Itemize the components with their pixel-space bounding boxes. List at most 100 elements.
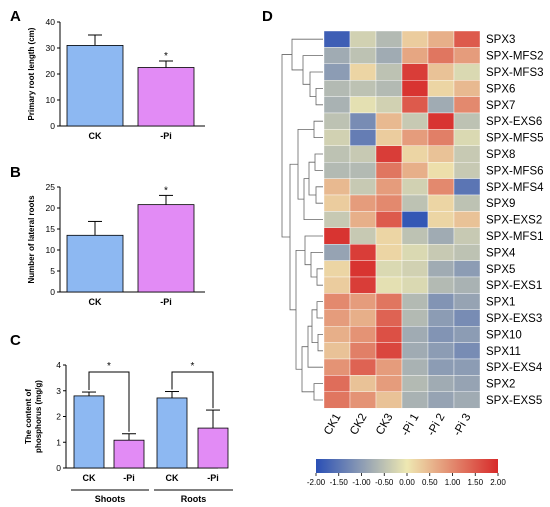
colorbar-tick-label: -1.00 [352, 478, 371, 487]
dendrogram-branch [302, 55, 323, 85]
heatmap-cell [453, 112, 481, 130]
colorbar-tick-label: -2.00 [307, 478, 326, 487]
group-label: Roots [181, 494, 207, 504]
y-tick-label: 20 [46, 203, 56, 213]
heatmap-cell [401, 309, 429, 327]
heatmap-cell [375, 342, 403, 360]
y-tick-label: 3 [56, 386, 61, 396]
heatmap-cell [349, 243, 377, 261]
heatmap-cell [349, 63, 377, 81]
y-tick-label: 40 [46, 17, 56, 27]
heatmap-cell [453, 145, 481, 163]
row-label: SPX-MFS2 [486, 51, 544, 63]
row-label: SPX-EXS2 [486, 215, 542, 227]
heatmap-cell [453, 129, 481, 146]
heatmap-cell [375, 145, 403, 163]
heatmap-cell [323, 161, 351, 179]
colorbar-tick-label: 0.00 [399, 478, 415, 487]
y-axis-title: Primary root length (cm) [27, 27, 36, 120]
heatmap-cell [453, 342, 481, 360]
y-tick-label: 0 [50, 121, 55, 131]
heatmap-cell [453, 194, 481, 212]
y-tick-label: 15 [46, 224, 56, 234]
heatmap-cell [323, 260, 351, 278]
significance-marker: * [107, 361, 111, 372]
heatmap-cell [401, 30, 429, 48]
heatmap-cell [323, 47, 351, 65]
heatmap-cell [427, 161, 455, 179]
column-label: -Pi 2 [425, 412, 447, 438]
heatmap-cell [375, 79, 403, 97]
panel-letter-c: C [10, 332, 21, 349]
heatmap-cell [349, 227, 377, 245]
y-tick-label: 0 [50, 287, 55, 297]
heatmap-cell [427, 243, 455, 261]
heatmap-cell [453, 358, 481, 376]
heatmap-cell [349, 358, 377, 376]
heatmap-cell [427, 375, 455, 392]
heatmap-cell [323, 145, 351, 163]
heatmap-cell [375, 47, 403, 65]
heatmap-cell [401, 260, 429, 278]
heatmap-cell [375, 309, 403, 327]
heatmap-cell [401, 211, 429, 228]
heatmap-cell [453, 260, 481, 278]
dendrogram-branch [313, 120, 323, 139]
heatmap-cell [375, 358, 403, 376]
colorbar-tick-label: -0.50 [375, 478, 394, 487]
row-label: SPX-EXS1 [486, 280, 542, 292]
heatmap-cell [375, 211, 403, 228]
row-label: SPX-EXS5 [486, 395, 542, 407]
heatmap-cell [349, 161, 377, 179]
heatmap-cell [453, 243, 481, 261]
y-tick-label: 30 [46, 43, 56, 53]
heatmap-cell [401, 129, 429, 146]
heatmap-cell [349, 112, 377, 130]
y-axis-title: phosphorus (mg/g) [34, 380, 43, 453]
heatmap-cell [375, 260, 403, 278]
heatmap-cell [323, 375, 351, 392]
heatmap-cell [375, 112, 403, 130]
heatmap-cell [453, 47, 481, 65]
y-tick-label: 2 [56, 412, 61, 422]
x-category-label: CK [89, 297, 102, 307]
heatmap-cell [427, 211, 455, 228]
heatmap-cell [349, 145, 377, 163]
dendrogram-branch [291, 38, 323, 71]
heatmap-cell [453, 96, 481, 114]
colorbar-tick-label: -1.50 [330, 478, 349, 487]
dendrogram-branch [309, 71, 323, 97]
panel-letter-d: D [262, 8, 273, 25]
x-category-label: -Pi [160, 131, 172, 141]
chart-a-primary-root-length: 0 10 20 30 40 Primary root length (cm) CK -Pi * [27, 17, 205, 141]
row-label: SPX9 [486, 198, 515, 210]
heatmap-cell [401, 326, 429, 343]
heatmap-cell [427, 227, 455, 245]
heatmap-cell [427, 309, 455, 327]
heatmap-cell [375, 63, 403, 81]
bar-pi [113, 439, 145, 469]
heatmap-cell [323, 342, 351, 360]
heatmap-cell [427, 178, 455, 196]
heatmap-cell [323, 211, 351, 228]
heatmap-cell [375, 178, 403, 196]
dendrogram-branch [295, 249, 305, 370]
row-label: SPX-MFS1 [486, 231, 544, 243]
heatmap-cell [323, 112, 351, 130]
dendrogram-branch [315, 186, 323, 204]
dendrogram-branch [281, 54, 292, 238]
colorbar-tick-label: 0.50 [422, 478, 438, 487]
column-label: -Pi 1 [399, 412, 421, 438]
dendrogram-branch [303, 178, 323, 221]
row-label: SPX7 [486, 100, 515, 112]
dendrogram-branch [316, 301, 323, 319]
bar-pi [137, 67, 195, 127]
heatmap-cell [427, 276, 455, 294]
heatmap-cell [427, 79, 455, 97]
bar-ck [66, 234, 124, 293]
heatmap-cell [401, 79, 429, 97]
heatmap-cell [401, 391, 429, 409]
heatmap-cell [427, 293, 455, 310]
bar-ck [66, 45, 124, 127]
y-tick-label: 1 [56, 437, 61, 447]
